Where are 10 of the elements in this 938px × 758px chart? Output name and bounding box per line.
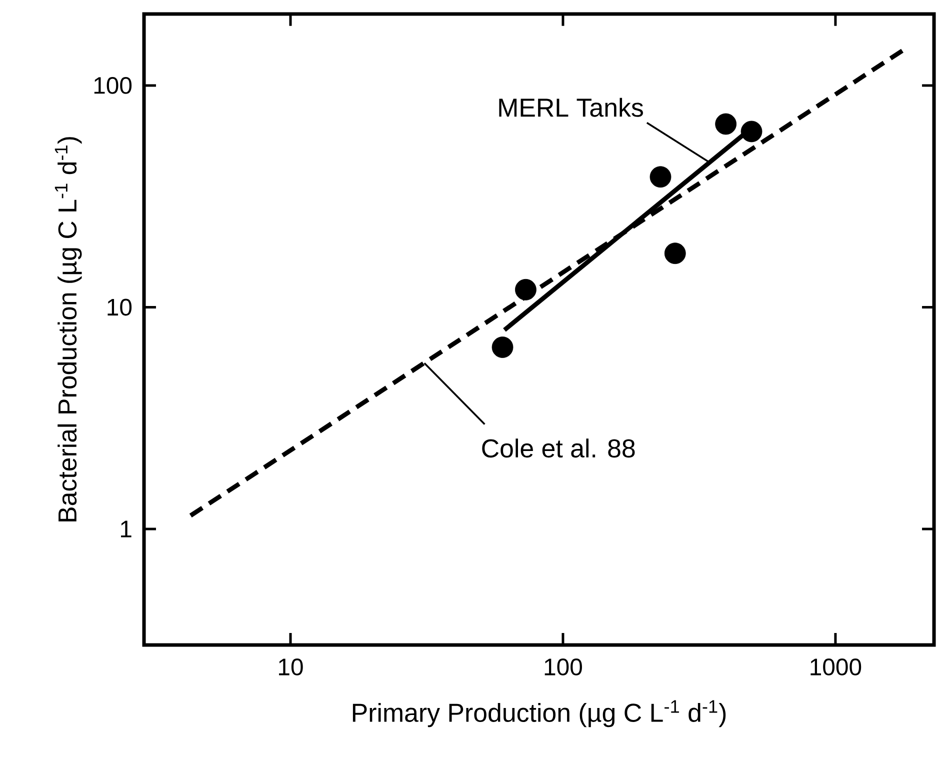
x-tick-label: 10 [279,658,303,676]
annotation: MERL Tanks [499,98,643,117]
x-axis-title: Primary Production (µg C L$^{-1}$ d$^{-1}$) [352,700,726,728]
y-tick-label: 10 [108,298,132,316]
y-tick-label: 100 [94,76,132,94]
y-tick-label: 1 [121,520,132,538]
y-axis-title: Bacterial Production (µg C L$^{-1}$ d$^{-1}$) [54,137,82,522]
x-tick-label: 100 [544,658,582,676]
annotation: Cole et al. 88 [482,438,635,458]
x-tick-label: 1000 [810,658,862,676]
